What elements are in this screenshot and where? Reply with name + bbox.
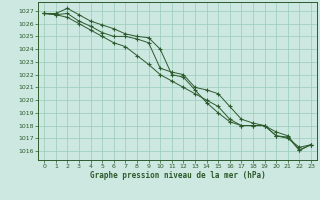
X-axis label: Graphe pression niveau de la mer (hPa): Graphe pression niveau de la mer (hPa) xyxy=(90,171,266,180)
